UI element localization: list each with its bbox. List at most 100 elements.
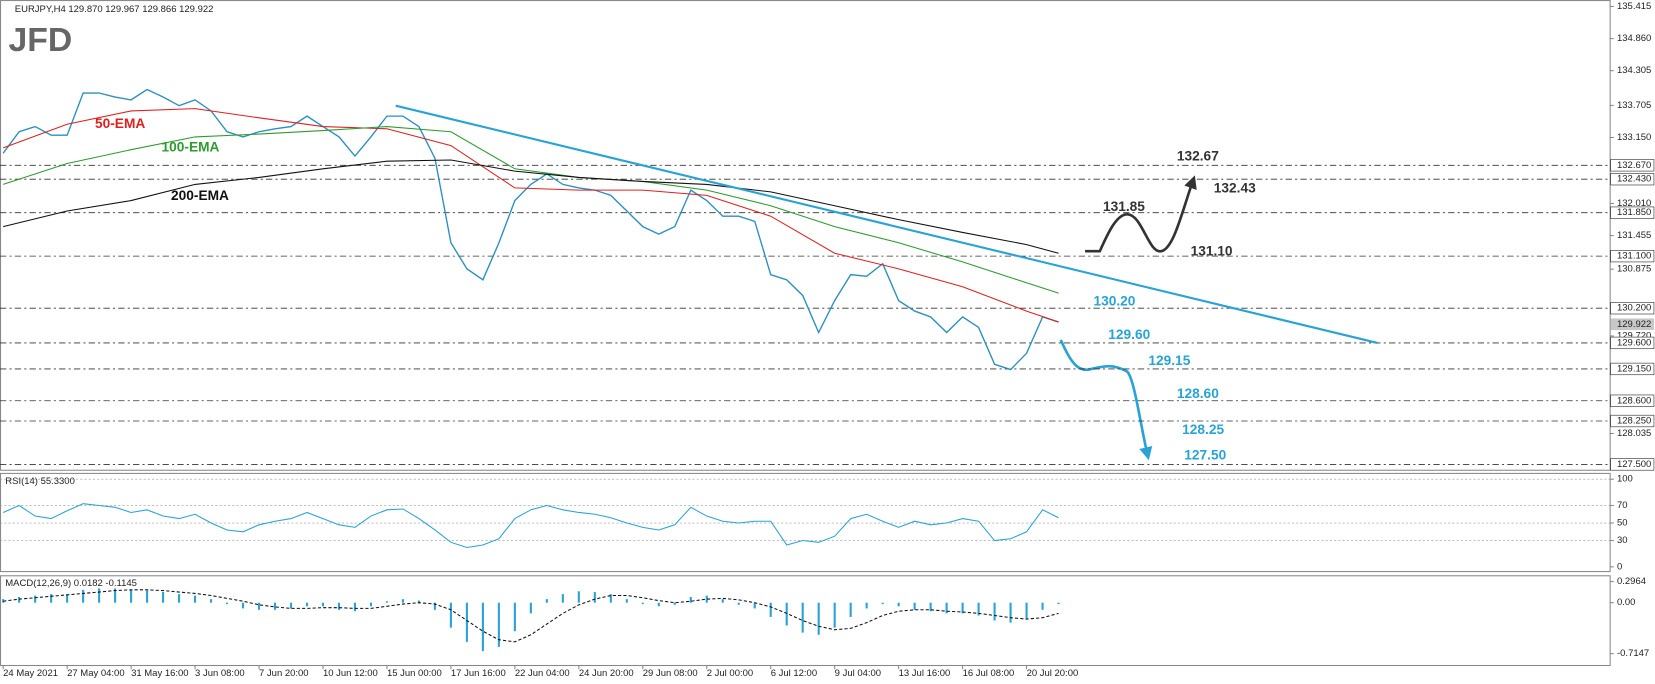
macd-bar <box>146 590 149 603</box>
macd-bar <box>162 592 165 603</box>
x-tick-label: 16 Jul 08:00 <box>963 668 1015 679</box>
macd-bar <box>417 600 420 603</box>
macd-bar <box>561 594 564 603</box>
level-annotation: 132.67 <box>1177 148 1219 163</box>
y-tick-label: 133.150 <box>1617 132 1651 143</box>
macd-bar <box>130 589 133 603</box>
macd-bar <box>705 595 708 603</box>
level-label: 128.250 <box>1617 416 1651 427</box>
macd-bar <box>545 599 548 603</box>
x-tick-label: 17 Jun 16:00 <box>451 668 506 679</box>
main-panel <box>0 0 1611 471</box>
level-annotation: 127.50 <box>1184 448 1226 463</box>
macd-bar <box>241 602 245 609</box>
macd-bar <box>577 591 580 603</box>
x-tick-label: 22 Jun 04:00 <box>515 668 570 679</box>
macd-bar <box>98 588 101 603</box>
y-tick-label: 134.305 <box>1617 65 1651 76</box>
macd-bar <box>721 599 724 603</box>
y-tick-label: 132.010 <box>1617 198 1651 209</box>
macd-bar <box>1009 602 1012 623</box>
x-tick-label: 6 Jul 12:00 <box>771 668 817 679</box>
trendline <box>395 104 1378 344</box>
level-box <box>1610 394 1655 407</box>
macd-bar <box>609 594 612 603</box>
macd-bar <box>385 601 388 603</box>
ema-line <box>3 159 1059 254</box>
macd-bar <box>673 602 676 605</box>
level-box <box>1610 336 1655 350</box>
x-tick-label: 27 May 04:00 <box>67 668 124 679</box>
macd-bar <box>945 602 948 614</box>
macd-bar <box>689 596 692 603</box>
ema-line <box>3 126 1059 294</box>
macd-bar <box>513 602 516 632</box>
ema-label: 100-EMA <box>161 139 219 154</box>
macd-bar <box>18 596 21 603</box>
x-tick-label: 2 Jul 00:00 <box>707 668 753 679</box>
macd-bar <box>641 602 644 605</box>
level-annotation: 128.25 <box>1182 422 1224 437</box>
macd-bar <box>929 602 932 612</box>
level-annotation: 130.20 <box>1093 293 1135 308</box>
level-label: 132.670 <box>1617 160 1651 171</box>
y-tick-label: -0.7147 <box>1617 648 1649 659</box>
macd-bar <box>321 602 325 607</box>
macd-bar <box>465 602 468 642</box>
level-annotation: 131.85 <box>1103 199 1145 214</box>
macd-bar <box>289 602 293 609</box>
x-tick-label: 24 May 2021 <box>3 668 58 679</box>
macd-bar <box>305 602 309 607</box>
macd-bar <box>225 602 229 605</box>
macd-bar <box>449 602 452 628</box>
level-box <box>1610 206 1655 219</box>
level-box <box>1610 159 1655 172</box>
x-tick-label: 29 Jun 08:00 <box>643 668 698 679</box>
panel-title: RSI(14) 55.3300 <box>5 476 75 487</box>
level-annotation: 131.10 <box>1191 244 1233 259</box>
level-label: 128.600 <box>1617 395 1651 406</box>
level-annotation: 129.60 <box>1108 327 1150 342</box>
macd-bar <box>66 594 69 603</box>
y-tick-label: 135.415 <box>1617 1 1651 12</box>
macd-bar <box>625 599 628 603</box>
macd-bar <box>433 602 436 610</box>
macd-bar <box>337 602 341 610</box>
macd-bar <box>1025 602 1028 619</box>
macd-bar <box>897 602 900 607</box>
macd-bar <box>833 602 836 628</box>
macd-bar <box>753 602 756 609</box>
macd-bar <box>34 595 37 603</box>
x-tick-label: 13 Jul 16:00 <box>899 668 951 679</box>
macd-bar <box>353 602 357 612</box>
x-tick-label: 20 Jul 20:00 <box>1027 668 1079 679</box>
macd-bar <box>593 592 596 603</box>
ema-label: 200-EMA <box>171 188 229 203</box>
macd-bar <box>881 602 884 605</box>
macd-bar <box>369 602 373 607</box>
level-box <box>1610 458 1655 471</box>
signal-line <box>3 589 1059 643</box>
panel-title: MACD(12,26,9) 0.0182 -0.1145 <box>5 578 137 589</box>
x-tick-label: 15 Jun 00:00 <box>387 668 442 679</box>
ema-line <box>2 108 1059 323</box>
macd-bar <box>178 594 181 603</box>
level-label: 127.500 <box>1617 459 1651 470</box>
macd-bar <box>209 599 213 603</box>
macd-bar <box>977 602 980 616</box>
y-tick-label: 133.705 <box>1617 100 1651 111</box>
bullish-scenario <box>1085 175 1197 253</box>
level-box <box>1610 414 1655 428</box>
level-label: 129.150 <box>1617 363 1651 374</box>
x-tick-label: 10 Jun 12:00 <box>323 668 378 679</box>
macd-bar <box>257 602 261 610</box>
last-price-box <box>1610 318 1654 331</box>
macd-bar <box>961 602 964 614</box>
macd-bar <box>273 602 277 610</box>
x-tick-label: 3 Jun 08:00 <box>195 668 245 679</box>
level-box <box>1610 173 1655 186</box>
level-label: 131.100 <box>1617 251 1651 262</box>
last-price-label: 129.922 <box>1617 319 1651 330</box>
level-label: 131.850 <box>1617 207 1651 218</box>
level-annotation: 132.43 <box>1214 180 1256 195</box>
